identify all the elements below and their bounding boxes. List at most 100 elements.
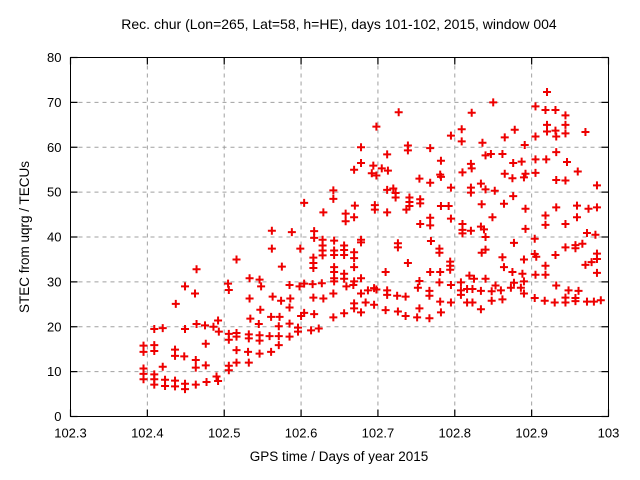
data-point <box>572 201 581 210</box>
data-point <box>246 314 255 323</box>
data-point <box>350 254 359 263</box>
data-point <box>550 298 559 307</box>
data-point <box>591 230 600 239</box>
data-point <box>446 214 455 223</box>
data-point <box>581 127 590 136</box>
data-point <box>192 265 201 274</box>
data-point <box>310 310 319 319</box>
x-axis-label: GPS time / Days of year 2015 <box>250 449 429 464</box>
data-point <box>552 148 561 157</box>
data-point <box>446 298 455 307</box>
data-point <box>508 174 517 183</box>
data-point <box>350 304 359 313</box>
data-point <box>391 193 400 202</box>
data-point <box>521 204 530 213</box>
data-point <box>319 208 328 217</box>
data-point <box>139 347 148 356</box>
data-point <box>532 252 541 261</box>
data-point <box>274 332 283 341</box>
data-point <box>499 199 508 208</box>
y-tick-label: 50 <box>47 185 61 200</box>
data-point <box>255 349 264 358</box>
data-point <box>510 125 519 134</box>
data-point <box>255 336 264 345</box>
data-point <box>244 358 253 367</box>
data-point <box>330 236 339 245</box>
x-tick-label: 102.3 <box>54 426 87 441</box>
data-point <box>436 308 445 317</box>
x-tick-label: 102.6 <box>285 426 318 441</box>
data-point <box>191 355 200 364</box>
data-point <box>150 324 159 333</box>
data-point <box>415 174 424 183</box>
data-point <box>541 211 550 220</box>
data-point <box>426 144 435 153</box>
data-point <box>357 143 366 152</box>
data-point <box>340 274 349 283</box>
data-point <box>481 151 490 160</box>
data-point <box>436 172 445 181</box>
data-point <box>244 347 253 356</box>
data-point <box>426 237 435 246</box>
data-point <box>309 293 318 302</box>
data-point <box>541 106 550 115</box>
data-point <box>413 283 422 292</box>
data-point <box>381 268 390 277</box>
data-point <box>506 283 515 292</box>
data-point <box>436 156 445 165</box>
data-point <box>329 186 338 195</box>
data-point <box>340 309 349 318</box>
data-point <box>481 274 490 283</box>
data-point <box>296 244 305 253</box>
data-point <box>245 274 254 283</box>
data-point <box>540 296 549 305</box>
data-point <box>458 168 467 177</box>
data-point <box>403 259 412 268</box>
data-point <box>310 227 319 236</box>
data-point <box>285 332 294 341</box>
data-point <box>401 311 410 320</box>
data-point <box>342 282 351 291</box>
data-point <box>470 274 478 283</box>
data-point <box>543 88 552 97</box>
y-tick-label: 70 <box>47 95 61 110</box>
data-point <box>367 169 376 178</box>
data-point <box>587 258 596 267</box>
data-point <box>340 250 349 259</box>
data-point <box>180 352 189 361</box>
data-point <box>369 161 378 170</box>
y-tick-label: 0 <box>54 409 61 424</box>
data-point <box>171 382 180 391</box>
data-point <box>519 173 528 182</box>
data-point <box>551 106 560 115</box>
data-point <box>201 321 209 330</box>
data-point <box>476 179 485 188</box>
data-point <box>572 213 581 222</box>
data-point <box>224 279 233 288</box>
data-point <box>341 217 350 226</box>
data-point <box>436 297 445 306</box>
data-point <box>551 250 560 259</box>
data-point <box>357 289 366 298</box>
data-point <box>308 280 317 289</box>
data-point <box>552 281 561 290</box>
data-point <box>267 347 276 356</box>
data-point <box>552 203 561 212</box>
data-point <box>561 243 570 252</box>
data-point <box>519 289 528 298</box>
data-point <box>295 282 304 291</box>
data-point <box>413 313 422 322</box>
data-point <box>256 305 265 314</box>
data-point <box>446 183 455 192</box>
data-point <box>436 202 445 211</box>
data-point <box>446 265 455 274</box>
data-point <box>519 255 528 264</box>
data-point <box>541 220 550 229</box>
data-point <box>561 120 570 129</box>
data-point <box>561 298 570 307</box>
y-axis-label: STEC from uqrg / TECUs <box>17 161 32 313</box>
data-point <box>403 146 412 155</box>
data-point <box>350 213 359 222</box>
data-point <box>592 254 601 263</box>
